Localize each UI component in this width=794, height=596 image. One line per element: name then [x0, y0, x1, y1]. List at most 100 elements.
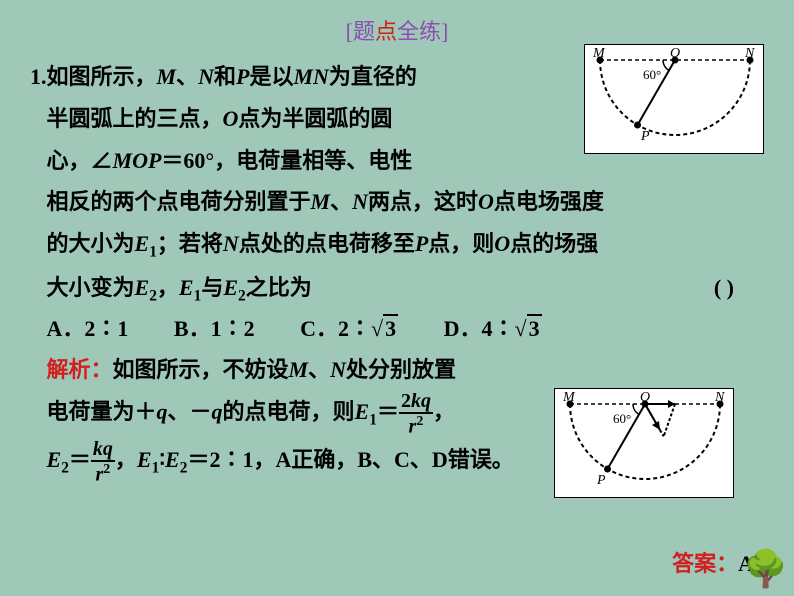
- sub1: 1: [149, 244, 157, 261]
- paren: ( ): [714, 267, 764, 309]
- header-right: 全练]: [397, 19, 448, 44]
- colon: ∶: [349, 316, 371, 341]
- label-M: M: [562, 390, 576, 405]
- q-text: 之比为: [246, 275, 312, 300]
- label-O: O: [640, 390, 650, 405]
- sqrt: 3: [371, 316, 398, 342]
- header-title: [题点全练]: [0, 0, 794, 46]
- option-C: C．2∶ 3: [300, 311, 398, 343]
- eq: ＝: [377, 399, 399, 424]
- label-angle: 60°: [643, 67, 661, 82]
- answer-label: 答案：: [672, 551, 738, 576]
- q-text: 点电场强度: [494, 189, 604, 214]
- opt-val: 4: [481, 316, 492, 341]
- colon: ∶: [492, 316, 514, 341]
- a-text: ，A正确，B、C、D错误。: [253, 447, 513, 472]
- sym-E: E: [47, 447, 62, 472]
- colon: ∶: [220, 447, 242, 472]
- answer: 答案：A: [672, 546, 754, 578]
- sub1: 1: [369, 412, 377, 429]
- label-O: O: [670, 46, 680, 61]
- opt-val: 1: [117, 316, 128, 341]
- comma: ，: [157, 275, 179, 300]
- q-text: 点的场强: [510, 231, 598, 256]
- sep: 和: [214, 64, 236, 89]
- opt-label: B．: [174, 316, 211, 341]
- semicircle-svg: M O N P 60°: [585, 45, 765, 155]
- q-text: 是以: [249, 64, 293, 89]
- sub2: 2: [238, 287, 246, 304]
- diagram-1: M O N P 60°: [584, 44, 764, 154]
- label-angle: 60°: [613, 411, 631, 426]
- eq: ＝: [69, 447, 91, 472]
- a-text: 处分别放置: [346, 357, 456, 382]
- header-left: [题: [346, 19, 375, 44]
- q-text: 点，则: [428, 231, 494, 256]
- option-A: A．2∶1: [47, 311, 129, 343]
- options-row: A．2∶1 B．1∶2 C．2∶3 D．4∶3: [0, 311, 794, 343]
- val: 2: [209, 447, 220, 472]
- q-text: ，电荷量相等、电性: [214, 148, 412, 173]
- option-D: D．4∶3: [444, 311, 542, 343]
- sym-N: N: [352, 189, 368, 214]
- q-text: 相反的两个点电荷分别置于: [47, 189, 311, 214]
- sep: 、: [330, 189, 352, 214]
- sym-E: E: [355, 399, 370, 424]
- q-text: 点为半圆弧的圆: [238, 106, 392, 131]
- opt-val: 2: [84, 316, 95, 341]
- label-P: P: [596, 473, 606, 488]
- sym-M: M: [157, 64, 177, 89]
- label-P: P: [640, 129, 650, 144]
- a-text: 、－: [168, 399, 212, 424]
- sym-M: M: [311, 189, 331, 214]
- sep: 、: [308, 357, 330, 382]
- label-N: N: [744, 46, 755, 61]
- sub2: 2: [61, 459, 69, 476]
- question-number: 1.: [30, 64, 47, 89]
- opt-label: A．: [47, 316, 85, 341]
- sym-P: P: [236, 64, 249, 89]
- sym-O: O: [223, 106, 239, 131]
- kq: kq: [411, 390, 431, 412]
- opt-val: 2: [338, 316, 349, 341]
- semicircle-svg-2: M O N P 60°: [555, 389, 735, 499]
- fraction-1: 2kqr2: [399, 390, 433, 438]
- sym-O: O: [478, 189, 494, 214]
- comma: ，: [115, 447, 137, 472]
- opt-val: 1: [211, 316, 222, 341]
- sup: 2: [103, 462, 110, 477]
- q-text: 的大小为: [47, 231, 135, 256]
- sym-P: P: [415, 231, 428, 256]
- kq: kq: [91, 438, 115, 462]
- eq: ＝: [161, 148, 183, 173]
- opt-label: C．: [300, 316, 338, 341]
- sym-E: E: [179, 275, 194, 300]
- q-text: 与: [201, 275, 223, 300]
- sqrt: 3: [515, 316, 542, 342]
- sqrt-arg: 3: [383, 314, 398, 341]
- a-text: 的点电荷，则: [223, 399, 355, 424]
- q-text: 两点，这时: [368, 189, 478, 214]
- a-text: 电荷量为＋: [47, 399, 157, 424]
- sym-N: N: [223, 231, 239, 256]
- sym-E: E: [165, 447, 180, 472]
- val: 1: [242, 447, 253, 472]
- label-M: M: [592, 46, 606, 61]
- tree-icon: 🌳: [743, 548, 788, 590]
- header-mid: 点: [375, 19, 397, 44]
- sep: 、: [176, 64, 198, 89]
- option-B: B．1∶2: [174, 311, 255, 343]
- coef: 2: [401, 390, 411, 412]
- q-text: 为直径的: [329, 64, 417, 89]
- sub2: 2: [149, 287, 157, 304]
- sym-MN: MN: [293, 64, 328, 89]
- sym-q: q: [212, 399, 223, 424]
- q-text: 半圆弧上的三点，: [47, 106, 223, 131]
- sym-O: O: [494, 231, 510, 256]
- angle-val: 60°: [183, 148, 214, 173]
- comma: ，: [433, 399, 455, 424]
- sup: 2: [416, 414, 423, 429]
- eq: ＝: [187, 447, 209, 472]
- sym-q: q: [157, 399, 168, 424]
- analysis-label: 解析：: [47, 357, 113, 382]
